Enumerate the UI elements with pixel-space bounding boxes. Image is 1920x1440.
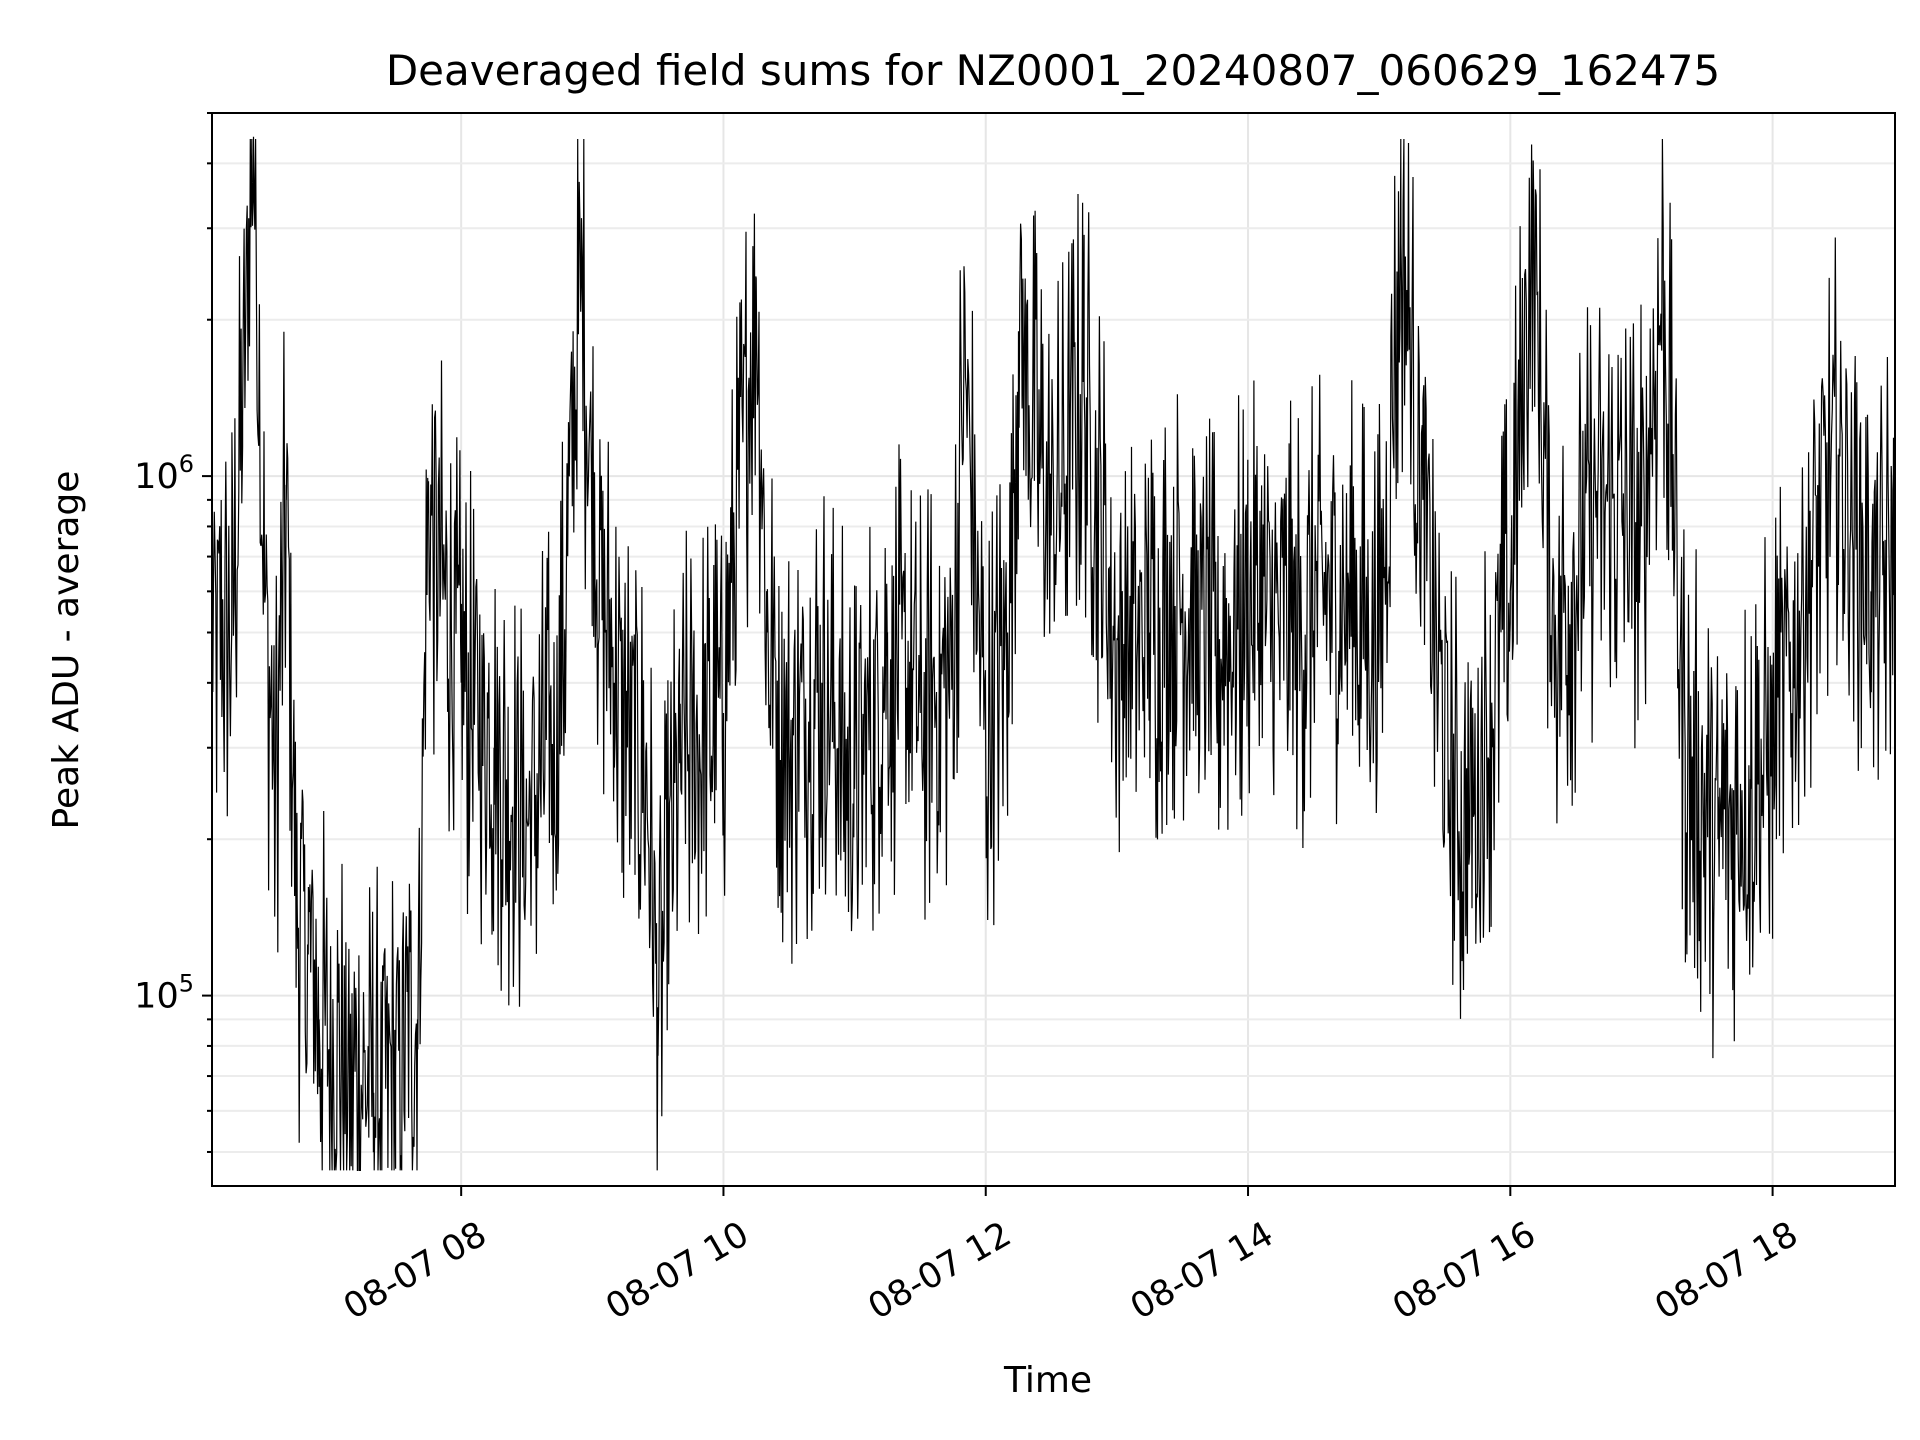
x-tick-label: 08-07 12 (862, 1214, 1018, 1327)
y-tick-label: 105 (134, 970, 194, 1017)
plot-area-frame (211, 112, 1896, 1187)
y-tick-label: 106 (134, 450, 194, 497)
chart-title: Deaveraged field sums for NZ0001_2024080… (386, 46, 1720, 95)
x-axis-label: Time (1003, 1360, 1092, 1401)
x-tick-label: 08-07 08 (337, 1214, 493, 1327)
x-tick-label: 08-07 18 (1649, 1214, 1805, 1327)
axis-ticks: 08-07 08 08-07 10 08-07 12 08-07 14 08-07 16… (134, 112, 1805, 1328)
x-tick-label: 08-07 16 (1386, 1214, 1542, 1327)
x-tick-label: 08-07 14 (1124, 1214, 1280, 1327)
x-tick-label: 08-07 10 (599, 1214, 755, 1327)
series-line (211, 136, 1896, 1172)
y-axis-label: Peak ADU - average (46, 471, 87, 830)
series-line-group (211, 136, 1896, 1172)
